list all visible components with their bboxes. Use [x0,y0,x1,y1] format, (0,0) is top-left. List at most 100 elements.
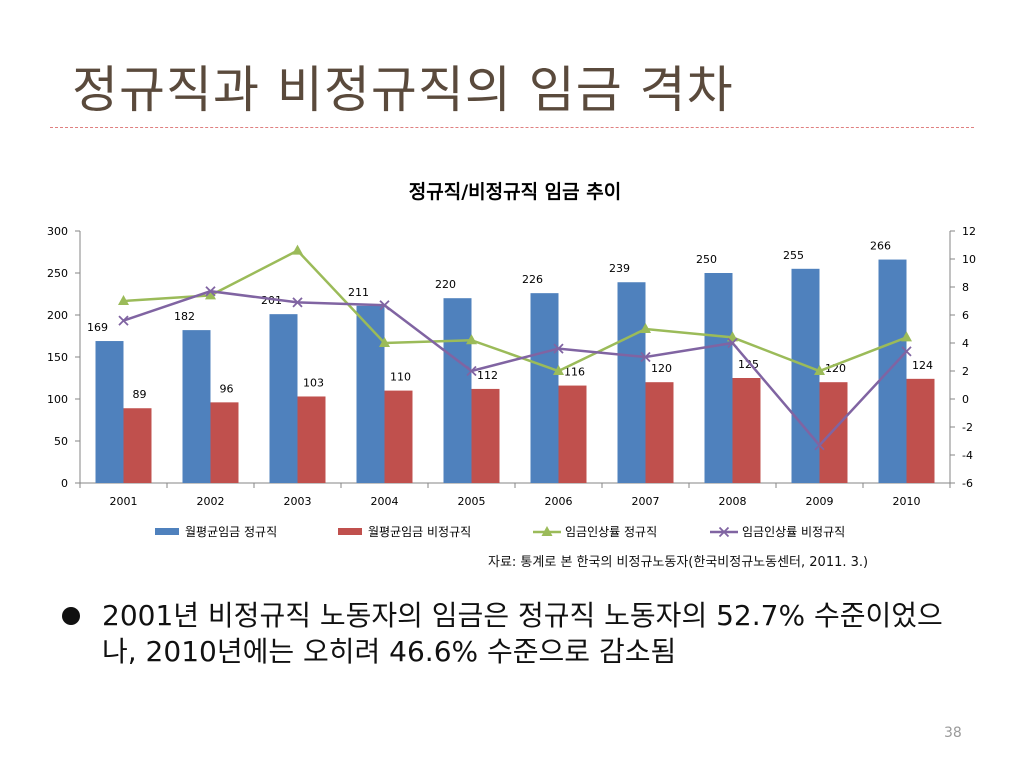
bar [819,382,848,483]
bar [95,341,124,483]
bar-data-label: 182 [174,310,195,323]
bar-data-label: 116 [564,366,585,379]
data-point [205,286,216,297]
data-point [466,334,477,345]
data-point [553,343,564,354]
bar-data-label: 120 [825,362,846,375]
legend-swatch [155,528,179,535]
bar-data-label: 103 [303,376,324,389]
y-left-tick-label: 150 [47,351,68,364]
slide-title: 정규직과 비정규직의 임금 격차 [72,61,734,119]
legend-label: 월평균임금 정규직 [185,525,277,539]
y-right-tick-label: 10 [962,253,976,266]
data-point [379,337,390,347]
legend-label: 월평균임금 비정규직 [368,525,471,539]
x-tick-label: 2006 [545,495,573,508]
legend-marker [718,526,730,538]
data-point [640,323,651,333]
series-line [123,289,908,448]
bar [443,298,472,483]
x-tick-label: 2008 [719,495,747,508]
bar [210,402,239,483]
bar [356,305,385,483]
y-right-tick-label: -2 [962,421,973,434]
y-right-tick-label: -6 [962,477,973,490]
bar-data-label: 250 [696,253,717,266]
bar [471,388,500,483]
bar-data-label: 169 [87,321,108,334]
x-tick-label: 2002 [197,495,225,508]
data-point [727,331,738,342]
y-left-tick-label: 250 [47,267,68,280]
bar [297,396,326,483]
bullet-text: 2001년 비정규직 노동자의 임금은 정규직 노동자의 52.7% 수준이었으… [102,599,943,668]
legend-swatch [338,528,362,535]
bar-data-label: 211 [348,286,369,299]
legend-marker [541,526,553,536]
bar [906,378,935,483]
y-right-tick-label: 12 [962,225,976,238]
data-point [118,295,129,305]
bar [530,293,559,483]
bar [384,390,413,483]
x-tick-label: 2004 [371,495,399,508]
bar [269,314,298,483]
bar [791,268,820,483]
bar [558,385,587,483]
data-point [901,346,912,357]
data-point [814,440,825,451]
bar-data-label: 112 [477,369,498,382]
bar [645,382,674,483]
x-tick-label: 2005 [458,495,486,508]
bar [732,378,761,483]
bar-data-label: 255 [783,249,804,262]
bar [878,259,907,483]
chart-title: 정규직/비정규직 임금 추이 [409,181,621,203]
y-right-tick-label: -4 [962,449,973,462]
bar-data-label: 124 [912,359,933,372]
data-point [553,365,564,375]
x-tick-label: 2001 [110,495,138,508]
y-left-tick-label: 0 [61,477,68,490]
y-left-tick-label: 50 [54,435,68,448]
data-point [205,289,216,300]
series-line [123,249,907,373]
data-point [814,365,825,375]
bullet-item: 2001년 비정규직 노동자의 임금은 정규직 노동자의 52.7% 수준이었으… [62,598,962,670]
data-point [640,351,651,363]
data-point [901,331,912,342]
bar [123,408,152,483]
x-tick-label: 2007 [632,495,660,508]
page-number: 38 [944,725,962,741]
data-point [466,365,477,377]
data-point [379,300,390,311]
data-point [292,244,303,255]
y-right-tick-label: 8 [962,281,969,294]
bar-data-label: 110 [390,371,411,384]
legend-label: 임금인상률 비정규직 [742,525,845,539]
data-point [727,337,738,349]
x-tick-label: 2003 [284,495,312,508]
bar-data-label: 266 [870,240,891,253]
y-right-tick-label: 4 [962,337,969,350]
y-left-tick-label: 100 [47,393,68,406]
data-point [292,297,303,308]
bar [704,273,733,483]
bar-data-label: 96 [220,382,234,395]
legend-label: 임금인상률 정규직 [565,525,657,539]
y-right-tick-label: 2 [962,365,969,378]
title-divider [50,127,974,128]
bar-data-label: 226 [522,273,543,286]
y-left-tick-label: 200 [47,309,68,322]
x-tick-label: 2009 [806,495,834,508]
y-right-tick-label: 0 [962,393,969,406]
bar-data-label: 239 [609,262,630,275]
source-note: 자료: 통계로 본 한국의 비정규노동자(한국비정규노동센터, 2011. 3.… [488,555,869,570]
bar [617,282,646,483]
data-point [118,315,129,326]
bar [182,330,211,483]
bar-data-label: 120 [651,362,672,375]
x-tick-label: 2010 [893,495,921,508]
bullet-dot-icon [62,607,80,625]
